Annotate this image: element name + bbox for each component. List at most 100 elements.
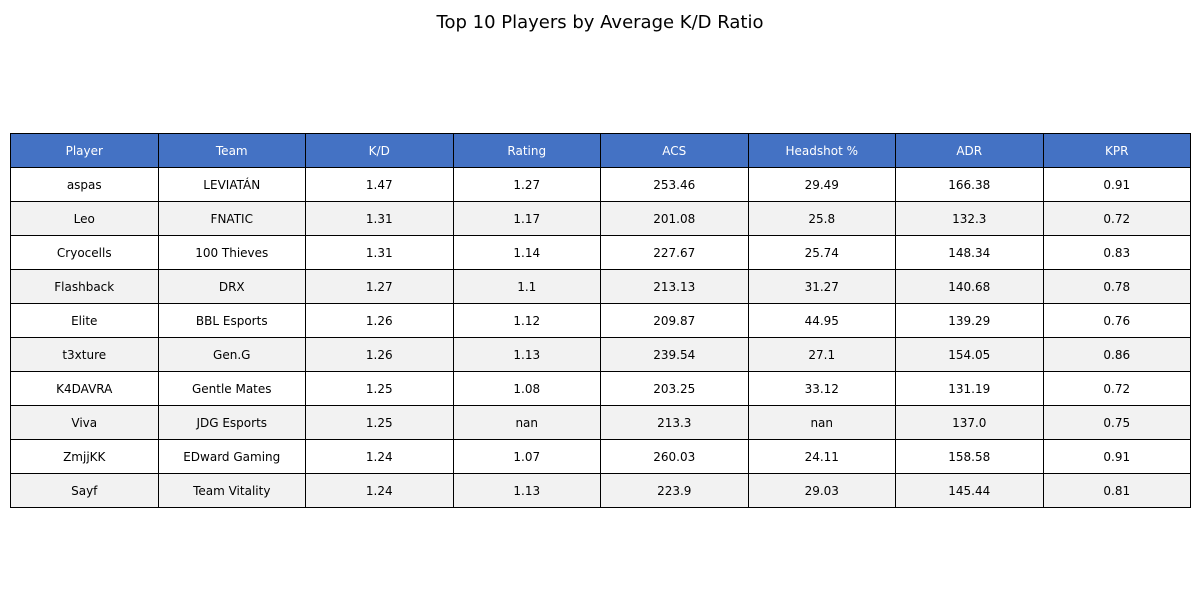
- table-row: ZmjjKK EDward Gaming 1.24 1.07 260.03 24.11 15…: [10, 439, 1191, 474]
- table-cell: t3xture: [10, 337, 159, 372]
- table-cell: 0.83: [1042, 235, 1191, 270]
- table-row: K4DAVRA Gentle Mates 1.25 1.08 203.25 33.12 13…: [10, 371, 1191, 406]
- table-cell: 1.14: [452, 235, 601, 270]
- table-cell: Viva: [10, 405, 159, 440]
- table-cell: JDG Esports: [157, 405, 306, 440]
- table-row: aspas LEVIATÁN 1.47 1.27 253.46 29.49 166.38 0.…: [10, 167, 1191, 202]
- table-cell: Gentle Mates: [157, 371, 306, 406]
- table-cell: Leo: [10, 201, 159, 236]
- stats-table: Player Team K/D Rating ACS Headshot % ADR KPR a…: [10, 133, 1191, 508]
- table-cell: 25.8: [747, 201, 896, 236]
- table-cell: 100 Thieves: [157, 235, 306, 270]
- table-cell: 0.72: [1042, 201, 1191, 236]
- table-cell: 33.12: [747, 371, 896, 406]
- table-cell: 1.27: [452, 167, 601, 202]
- table-cell: DRX: [157, 269, 306, 304]
- table-cell: 44.95: [747, 303, 896, 338]
- table-cell: 132.3: [895, 201, 1044, 236]
- table-cell: 1.31: [305, 235, 454, 270]
- table-body: aspas LEVIATÁN 1.47 1.27 253.46 29.49 166.38 0.…: [10, 167, 1191, 508]
- table-cell: Sayf: [10, 473, 159, 508]
- table-cell: 1.26: [305, 303, 454, 338]
- table-cell: aspas: [10, 167, 159, 202]
- table-cell: 1.07: [452, 439, 601, 474]
- table-cell: 1.25: [305, 371, 454, 406]
- table-cell: 253.46: [600, 167, 749, 202]
- table-cell: BBL Esports: [157, 303, 306, 338]
- table-cell: 227.67: [600, 235, 749, 270]
- column-header: Rating: [452, 133, 601, 168]
- table-cell: 213.13: [600, 269, 749, 304]
- table-row: Viva JDG Esports 1.25 nan 213.3 nan 137.0 0.75: [10, 405, 1191, 440]
- table-cell: Cryocells: [10, 235, 159, 270]
- table-cell: 0.75: [1042, 405, 1191, 440]
- table-cell: 1.26: [305, 337, 454, 372]
- table-cell: 209.87: [600, 303, 749, 338]
- table-row: Flashback DRX 1.27 1.1 213.13 31.27 140.68 0.78: [10, 269, 1191, 304]
- table-cell: 1.31: [305, 201, 454, 236]
- table-cell: nan: [452, 405, 601, 440]
- table-cell: 0.76: [1042, 303, 1191, 338]
- table-row: Elite BBL Esports 1.26 1.12 209.87 44.95 139.2…: [10, 303, 1191, 338]
- table-cell: 139.29: [895, 303, 1044, 338]
- table-cell: 148.34: [895, 235, 1044, 270]
- column-header: ACS: [600, 133, 749, 168]
- stats-table-container: Player Team K/D Rating ACS Headshot % ADR KPR a…: [10, 133, 1191, 508]
- table-cell: 137.0: [895, 405, 1044, 440]
- table-cell: 0.81: [1042, 473, 1191, 508]
- table-cell: Flashback: [10, 269, 159, 304]
- table-cell: 0.91: [1042, 439, 1191, 474]
- table-cell: 145.44: [895, 473, 1044, 508]
- table-cell: Elite: [10, 303, 159, 338]
- table-cell: 0.72: [1042, 371, 1191, 406]
- table-cell: 29.03: [747, 473, 896, 508]
- table-cell: nan: [747, 405, 896, 440]
- table-cell: 1.12: [452, 303, 601, 338]
- table-cell: 1.08: [452, 371, 601, 406]
- table-cell: 1.24: [305, 473, 454, 508]
- table-cell: 0.86: [1042, 337, 1191, 372]
- table-cell: 201.08: [600, 201, 749, 236]
- table-cell: ZmjjKK: [10, 439, 159, 474]
- table-cell: 0.91: [1042, 167, 1191, 202]
- table-cell: 29.49: [747, 167, 896, 202]
- table-cell: 166.38: [895, 167, 1044, 202]
- table-row: Cryocells 100 Thieves 1.31 1.14 227.67 25.74 1…: [10, 235, 1191, 270]
- table-cell: K4DAVRA: [10, 371, 159, 406]
- table-row: Sayf Team Vitality 1.24 1.13 223.9 29.03 145.4…: [10, 473, 1191, 508]
- table-cell: 158.58: [895, 439, 1044, 474]
- table-cell: 140.68: [895, 269, 1044, 304]
- table-header-row: Player Team K/D Rating ACS Headshot % ADR KPR: [10, 133, 1191, 168]
- table-cell: Gen.G: [157, 337, 306, 372]
- table-cell: 154.05: [895, 337, 1044, 372]
- column-header: KPR: [1042, 133, 1191, 168]
- table-cell: FNATIC: [157, 201, 306, 236]
- column-header: Team: [157, 133, 306, 168]
- table-cell: 1.17: [452, 201, 601, 236]
- column-header: K/D: [305, 133, 454, 168]
- table-cell: 1.27: [305, 269, 454, 304]
- table-row: t3xture Gen.G 1.26 1.13 239.54 27.1 154.05 0.86: [10, 337, 1191, 372]
- table-cell: 203.25: [600, 371, 749, 406]
- table-cell: 25.74: [747, 235, 896, 270]
- table-cell: LEVIATÁN: [157, 167, 306, 202]
- table-cell: 131.19: [895, 371, 1044, 406]
- table-cell: 1.24: [305, 439, 454, 474]
- table-cell: 27.1: [747, 337, 896, 372]
- table-cell: 0.78: [1042, 269, 1191, 304]
- table-cell: 260.03: [600, 439, 749, 474]
- column-header: Player: [10, 133, 159, 168]
- table-cell: EDward Gaming: [157, 439, 306, 474]
- table-cell: 1.13: [452, 473, 601, 508]
- table-cell: 1.25: [305, 405, 454, 440]
- table-cell: 239.54: [600, 337, 749, 372]
- table-cell: 1.47: [305, 167, 454, 202]
- column-header: Headshot %: [747, 133, 896, 168]
- chart-title: Top 10 Players by Average K/D Ratio: [436, 12, 764, 33]
- table-cell: 213.3: [600, 405, 749, 440]
- table-cell: 24.11: [747, 439, 896, 474]
- table-cell: Team Vitality: [157, 473, 306, 508]
- column-header: ADR: [895, 133, 1044, 168]
- table-row: Leo FNATIC 1.31 1.17 201.08 25.8 132.3 0.72: [10, 201, 1191, 236]
- table-cell: 1.1: [452, 269, 601, 304]
